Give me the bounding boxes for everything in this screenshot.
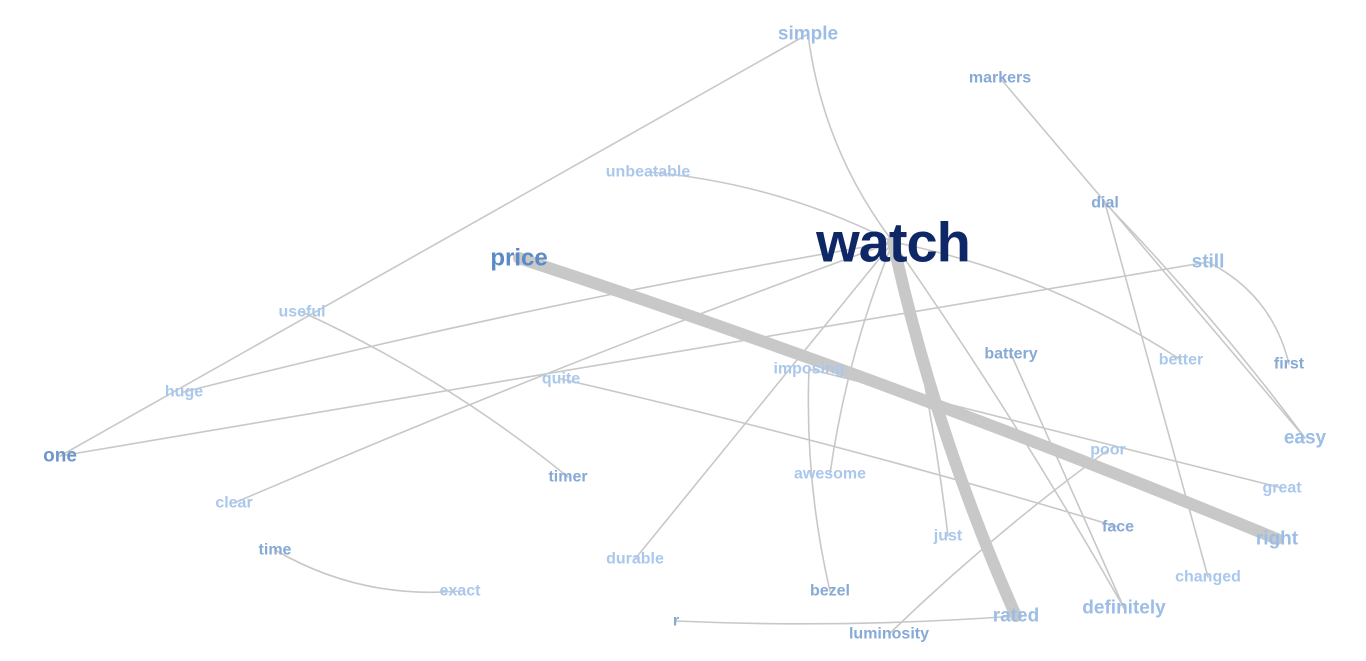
node-face[interactable]: face	[1102, 519, 1134, 536]
node-price[interactable]: price	[490, 245, 547, 272]
edge-time-exact	[274, 549, 461, 594]
edge-useful-timer	[301, 311, 569, 478]
node-poor[interactable]: poor	[1090, 442, 1126, 459]
node-definitely[interactable]: definitely	[1082, 598, 1166, 619]
edge-quite-face	[560, 378, 1119, 528]
edge-watch-clear	[233, 241, 894, 504]
edge-watch-just	[892, 241, 949, 537]
node-timer[interactable]: timer	[548, 469, 587, 486]
edge-watch-durable	[634, 241, 894, 560]
node-quite[interactable]: quite	[542, 371, 580, 388]
node-rated[interactable]: rated	[993, 606, 1039, 627]
edge-still-first	[1207, 261, 1290, 365]
edge-simple-one	[59, 33, 809, 457]
edge-imposing-great	[808, 368, 1283, 489]
edge-watch-huge	[183, 241, 894, 393]
node-luminosity[interactable]: luminosity	[849, 626, 929, 643]
node-clear[interactable]: clear	[215, 495, 252, 512]
node-exact[interactable]: exact	[440, 583, 482, 600]
edge-still-one	[59, 261, 1209, 457]
node-watch[interactable]: watch	[815, 211, 971, 274]
edge-dial-changed	[1104, 202, 1209, 578]
node-just[interactable]: just	[933, 528, 963, 545]
node-markers[interactable]: markers	[969, 70, 1031, 87]
edge-watch-awesome	[829, 241, 894, 475]
edge-imposing-bezel	[807, 368, 831, 592]
edge-poor-luminosity	[888, 449, 1109, 635]
node-great[interactable]: great	[1262, 480, 1302, 497]
node-easy[interactable]: easy	[1284, 428, 1327, 449]
node-useful[interactable]: useful	[278, 304, 325, 321]
node-right[interactable]: right	[1256, 529, 1299, 550]
node-bezel[interactable]: bezel	[810, 583, 850, 600]
edge-layer	[59, 33, 1306, 635]
node-unbeatable[interactable]: unbeatable	[606, 164, 691, 181]
node-r[interactable]: r	[673, 613, 679, 630]
node-changed[interactable]: changed	[1175, 569, 1241, 586]
node-battery[interactable]: battery	[984, 346, 1037, 363]
node-awesome[interactable]: awesome	[794, 466, 866, 483]
edge-markers-easy	[999, 77, 1306, 439]
node-durable[interactable]: durable	[606, 551, 664, 568]
edge-watch-unbeatable	[647, 171, 894, 243]
edge-r-rated	[675, 615, 1017, 625]
edge-watch-better	[892, 241, 1182, 361]
node-first[interactable]: first	[1274, 356, 1305, 373]
node-still[interactable]: still	[1192, 252, 1225, 273]
edge-watch-definitely	[892, 241, 1125, 609]
node-huge[interactable]: huge	[165, 384, 203, 401]
node-layer: watch price one simple still easy right rated de…	[43, 24, 1326, 643]
node-dial[interactable]: dial	[1091, 195, 1119, 212]
node-simple[interactable]: simple	[778, 24, 838, 45]
node-imposing[interactable]: imposing	[773, 361, 844, 378]
node-time[interactable]: time	[259, 542, 292, 559]
node-one[interactable]: one	[43, 446, 77, 467]
edge-price-right	[513, 252, 1283, 545]
edge-dial-easy	[1104, 202, 1306, 439]
node-better[interactable]: better	[1159, 352, 1203, 369]
edge-watch-simple	[807, 33, 894, 243]
